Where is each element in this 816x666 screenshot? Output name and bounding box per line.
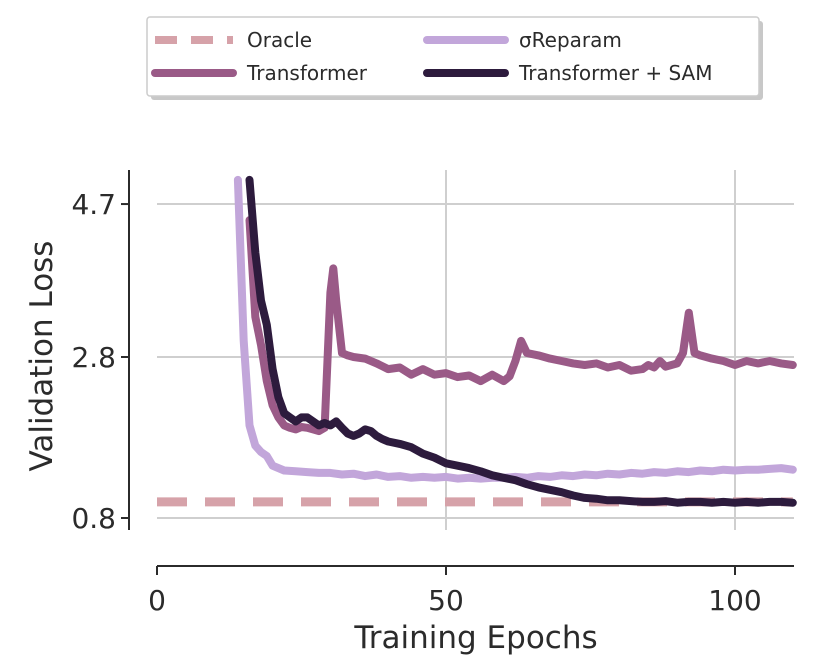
y-axis-title: Validation Loss: [24, 241, 60, 472]
y-tick-label: 4.7: [71, 188, 116, 221]
x-tick-label: 0: [148, 584, 166, 617]
x-tick-label: 100: [708, 584, 761, 617]
legend-label: Transformer: [246, 61, 368, 85]
series-line-transformer-sam: [245, 175, 797, 507]
series-layer: [157, 175, 797, 507]
x-tick-label: 50: [428, 584, 464, 617]
legend-label: Oracle: [247, 28, 312, 52]
axes: 0.8 2.8 4.7 0 50 100: [71, 170, 794, 617]
y-tick-label: 0.8: [71, 502, 116, 535]
series-line-transformer: [245, 216, 797, 436]
x-axis-title: Training Epochs: [353, 620, 597, 656]
legend-box: [146, 16, 760, 97]
y-tick-label: 2.8: [71, 341, 116, 374]
legend-label: σReparam: [519, 28, 622, 52]
legend: Oracle σReparam Transformer Transformer + S…: [146, 16, 763, 100]
legend-label: Transformer + SAM: [518, 61, 713, 85]
